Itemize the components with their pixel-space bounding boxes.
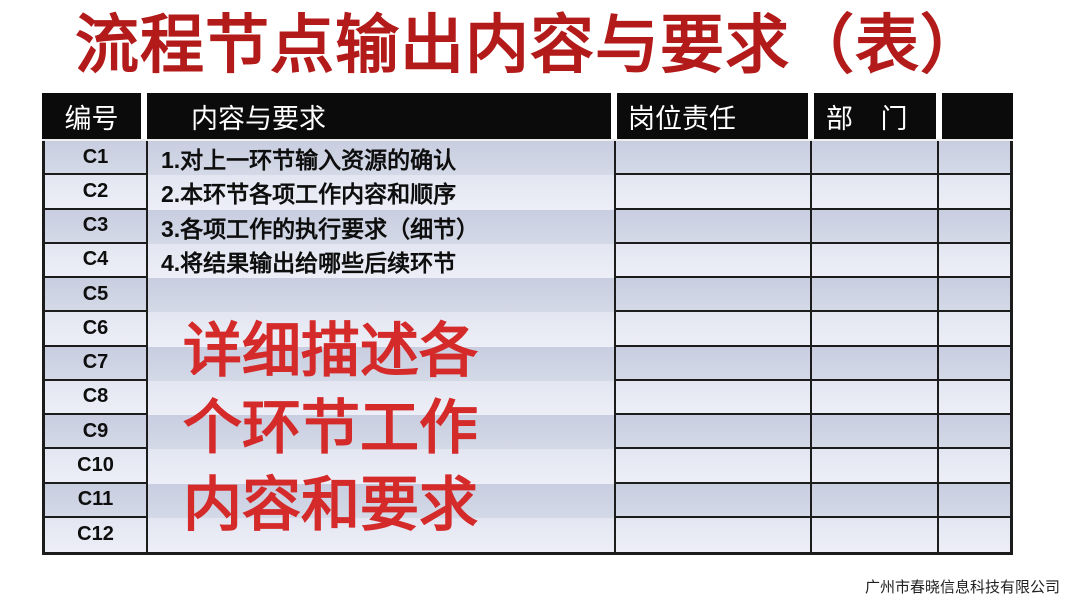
row-content-cell <box>148 517 616 552</box>
row-content-cell <box>148 312 616 347</box>
row-id-cell: C12 <box>45 517 148 552</box>
row-id-cell: C7 <box>45 346 148 381</box>
row-responsibility-cell <box>616 141 812 176</box>
row-responsibility-cell <box>616 278 812 313</box>
header-cell-extra <box>942 93 1013 139</box>
row-id-cell: C11 <box>45 483 148 518</box>
annotation-line: 个环节工作 <box>183 393 479 462</box>
row-id-cell: C3 <box>45 209 148 244</box>
row-department-cell <box>812 312 939 347</box>
row-extra-cell <box>939 243 1010 278</box>
row-id-cell: C8 <box>45 380 148 415</box>
row-extra-cell <box>939 346 1010 381</box>
row-extra-cell <box>939 415 1010 450</box>
row-extra-cell <box>939 278 1010 313</box>
row-content-cell: 1.对上一环节输入资源的确认 <box>148 141 616 176</box>
header-cell-content: 内容与要求 <box>147 93 617 139</box>
row-department-cell <box>812 209 939 244</box>
row-id-cell: C2 <box>45 175 148 210</box>
row-responsibility-cell <box>616 346 812 381</box>
page-title: 流程节点输出内容与要求（表） <box>75 8 985 83</box>
row-responsibility-cell <box>616 380 812 415</box>
row-responsibility-cell <box>616 415 812 450</box>
row-id-cell: C4 <box>45 243 148 278</box>
row-content-cell <box>148 346 616 381</box>
row-department-cell <box>812 278 939 313</box>
row-department-cell <box>812 449 939 484</box>
row-content-cell <box>148 415 616 450</box>
row-extra-cell <box>939 141 1010 176</box>
header-cell-id: 编号 <box>42 93 147 139</box>
annotation-line: 内容和要求 <box>183 470 479 539</box>
header-cell-department: 部 门 <box>814 93 942 139</box>
row-extra-cell <box>939 312 1010 347</box>
row-id-cell: C10 <box>45 449 148 484</box>
row-extra-cell <box>939 483 1010 518</box>
row-id-cell: C1 <box>45 141 148 176</box>
row-department-cell <box>812 483 939 518</box>
row-extra-cell <box>939 517 1010 552</box>
company-watermark: 广州市春晓信息科技有限公司 <box>864 579 1060 596</box>
row-responsibility-cell <box>616 517 812 552</box>
row-content-cell <box>148 278 616 313</box>
row-department-cell <box>812 380 939 415</box>
row-extra-cell <box>939 209 1010 244</box>
row-content-cell: 3.各项工作的执行要求（细节） <box>148 209 616 244</box>
table-header-row: 编号 内容与要求 岗位责任 部 门 <box>42 93 1013 141</box>
row-department-cell <box>812 175 939 210</box>
row-id-cell: C9 <box>45 415 148 450</box>
row-responsibility-cell <box>616 312 812 347</box>
row-extra-cell <box>939 175 1010 210</box>
row-responsibility-cell <box>616 175 812 210</box>
row-department-cell <box>812 415 939 450</box>
row-responsibility-cell <box>616 243 812 278</box>
row-department-cell <box>812 141 939 176</box>
row-extra-cell <box>939 380 1010 415</box>
row-id-cell: C6 <box>45 312 148 347</box>
table-body: C1 1.对上一环节输入资源的确认 C2 2.本环节各项工作内容和顺序 C3 3… <box>42 141 1013 555</box>
process-output-table: 编号 内容与要求 岗位责任 部 门 C1 1.对上一环节输入资源的确认 C2 2… <box>42 93 1013 555</box>
row-content-cell: 4.将结果输出给哪些后续环节 <box>148 243 616 278</box>
row-content-cell <box>148 483 616 518</box>
row-content-cell: 2.本环节各项工作内容和顺序 <box>148 175 616 210</box>
header-cell-responsibility: 岗位责任 <box>617 93 814 139</box>
row-responsibility-cell <box>616 483 812 518</box>
row-department-cell <box>812 346 939 381</box>
row-content-cell <box>148 449 616 484</box>
annotation-line: 详细描述各 <box>183 316 479 385</box>
row-id-cell: C5 <box>45 278 148 313</box>
annotation-overlay: 详细描述各 个环节工作 内容和要求 <box>183 312 478 543</box>
row-department-cell <box>812 243 939 278</box>
row-extra-cell <box>939 449 1010 484</box>
row-responsibility-cell <box>616 209 812 244</box>
row-department-cell <box>812 517 939 552</box>
row-responsibility-cell <box>616 449 812 484</box>
row-content-cell <box>148 380 616 415</box>
